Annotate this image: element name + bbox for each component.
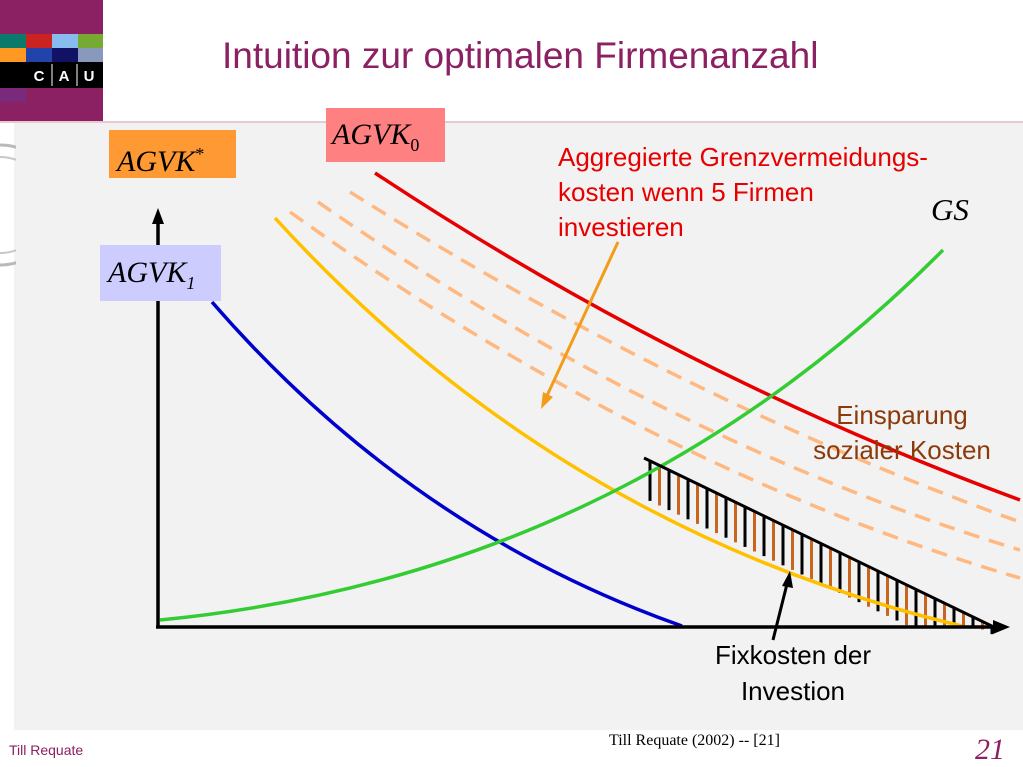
logo-letter-a: A <box>59 68 70 85</box>
savings-line-1: Einsparung <box>836 400 968 430</box>
x-axis-arrow-icon <box>993 620 1010 634</box>
y-axis-arrow-icon <box>152 208 164 224</box>
fixed-costs-line-2: Investion <box>740 676 846 706</box>
aggregated-costs-annotation: Aggregierte Grenzvermeidungs- kosten wen… <box>558 140 998 245</box>
header-divider <box>0 121 1023 123</box>
agvk-star-curve <box>273 216 963 628</box>
agvk-1-label: AGVK1 <box>100 245 221 301</box>
savings-line-2: sozialer Kosten <box>813 435 991 465</box>
agvk-0-base: AGVK <box>332 118 411 151</box>
aggregated-pointer-arrow <box>543 241 620 401</box>
footer-citation: Till Requate (2002) -- [21] <box>609 732 780 749</box>
fixed-cost-pointer-arrow <box>771 579 790 641</box>
agvk-1-sub: 1 <box>186 273 196 293</box>
aggregated-line-3: investieren <box>558 212 684 242</box>
footer-author: Till Requate <box>9 742 84 758</box>
cau-logo: C A U <box>0 0 103 121</box>
slide-title: Intuition zur optimalen Firmenanzahl <box>222 35 819 76</box>
agvk-0-sub: 0 <box>410 135 420 155</box>
agvk-1-base: AGVK <box>108 256 187 289</box>
logo-letter-c: C <box>34 68 45 85</box>
fixed-cost-pointer-arrowhead-icon <box>782 571 793 588</box>
agvk-star-sup: * <box>195 144 205 164</box>
agvk-star-label: AGVK* <box>109 130 236 178</box>
aggregated-line-1: Aggregierte Grenzvermeidungs- <box>558 142 928 172</box>
dashed-curve-2 <box>317 200 1021 552</box>
dashed-curve-3 <box>349 190 1021 524</box>
aggregated-line-2: kosten wenn 5 Firmen <box>558 177 814 207</box>
savings-annotation: Einsparung sozialer Kosten <box>792 398 1012 468</box>
agvk-0-curve <box>374 171 1021 502</box>
agvk-star-base: AGVK <box>117 145 196 178</box>
dashed-curve-1 <box>288 210 1021 580</box>
aggregated-pointer-arrowhead-icon <box>541 392 553 409</box>
gs-curve <box>159 248 945 622</box>
agvk-1-curve <box>210 300 683 628</box>
page-number: 21 <box>975 733 1005 766</box>
content-area <box>14 123 1023 730</box>
agvk-0-label: AGVK0 <box>326 108 445 162</box>
hatch-top-edge <box>643 456 1001 632</box>
fixed-costs-line-1: Fixkosten der <box>714 640 872 670</box>
fixed-costs-annotation: Fixkosten der Investion <box>693 637 893 709</box>
gs-label: GS <box>931 192 969 227</box>
logo-letter-u: U <box>84 68 95 85</box>
